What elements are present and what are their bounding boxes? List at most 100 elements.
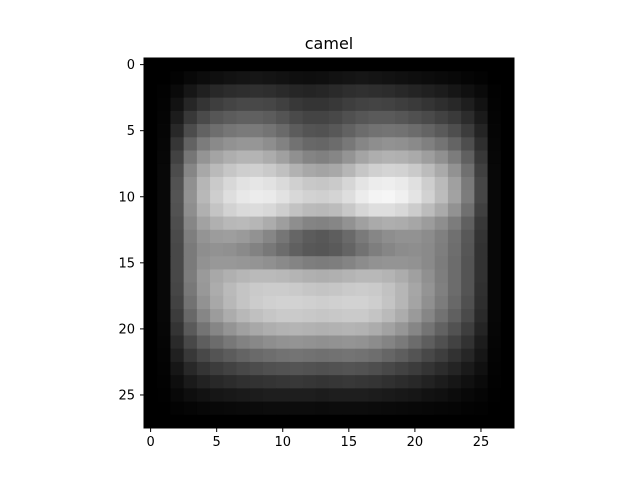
heatmap-cell: [368, 97, 383, 112]
heatmap-cell: [395, 282, 409, 297]
heatmap-cell: [474, 137, 488, 151]
heatmap-cell: [381, 84, 396, 99]
heatmap-cell: [395, 322, 409, 336]
heatmap-cell: [223, 361, 237, 376]
heatmap-cell: [249, 216, 264, 231]
heatmap-cell: [368, 229, 383, 244]
heatmap-cell: [342, 361, 356, 376]
heatmap-cell: [223, 243, 237, 257]
heatmap-cell: [329, 269, 343, 284]
heatmap-cell: [434, 97, 449, 112]
heatmap-cell: [474, 309, 488, 323]
heatmap-cell: [249, 256, 264, 270]
heatmap-cell: [395, 176, 409, 191]
heatmap-cell: [434, 401, 449, 416]
heatmap-cell: [395, 163, 409, 178]
heatmap-cell: [329, 243, 343, 257]
heatmap-cell: [223, 150, 237, 165]
heatmap-cell: [262, 388, 277, 402]
heatmap-cell: [236, 176, 251, 191]
heatmap-cell: [249, 190, 264, 204]
heatmap-cell: [302, 269, 317, 284]
heatmap-cell: [302, 414, 317, 429]
heatmap-cell: [276, 229, 290, 244]
heatmap-cell: [262, 58, 277, 72]
heatmap-cell: [289, 388, 303, 402]
heatmap-cell: [434, 335, 449, 350]
heatmap-cell: [223, 110, 237, 125]
heatmap-cell: [434, 163, 449, 178]
heatmap-cell: [315, 216, 330, 231]
heatmap-cell: [487, 71, 502, 85]
heatmap-cell: [183, 203, 198, 217]
heatmap-cell: [381, 97, 396, 112]
heatmap-cell: [262, 282, 277, 297]
heatmap-cell: [223, 348, 237, 363]
heatmap-cell: [315, 361, 330, 376]
heatmap-cell: [223, 176, 237, 191]
heatmap-image: [144, 58, 515, 429]
heatmap-cell: [461, 375, 475, 389]
heatmap-cell: [315, 309, 330, 323]
heatmap-cell: [474, 256, 488, 270]
heatmap-cell: [144, 282, 158, 297]
heatmap-cell: [461, 335, 475, 350]
heatmap-cell: [210, 110, 224, 125]
heatmap-cell: [144, 71, 158, 85]
heatmap-cell: [170, 401, 185, 416]
heatmap-cell: [381, 375, 396, 389]
heatmap-cell: [302, 150, 317, 165]
heatmap-cell: [144, 150, 158, 165]
heatmap-cell: [395, 203, 409, 217]
heatmap-cell: [170, 71, 185, 85]
heatmap-cell: [461, 256, 475, 270]
heatmap-cell: [355, 216, 370, 231]
heatmap-cell: [342, 190, 356, 204]
heatmap-cell: [223, 124, 237, 138]
heatmap-cell: [223, 256, 237, 270]
heatmap-cell: [236, 309, 251, 323]
heatmap-cell: [183, 229, 198, 244]
heatmap-cell: [355, 322, 370, 336]
heatmap-cell: [421, 361, 436, 376]
heatmap-cell: [461, 58, 475, 72]
heatmap-cell: [183, 388, 198, 402]
heatmap-cell: [210, 401, 224, 416]
heatmap-cell: [487, 375, 502, 389]
heatmap-cell: [276, 137, 290, 151]
heatmap-cell: [315, 282, 330, 297]
heatmap-cell: [500, 295, 515, 310]
x-tick-label: 0: [146, 435, 154, 450]
y-tick-label: 0: [127, 58, 135, 73]
heatmap-cell: [447, 163, 462, 178]
heatmap-cell: [355, 269, 370, 284]
heatmap-cell: [236, 229, 251, 244]
heatmap-cell: [289, 256, 303, 270]
heatmap-cell: [302, 176, 317, 191]
heatmap-cell: [223, 190, 237, 204]
heatmap-cell: [500, 269, 515, 284]
heatmap-cell: [408, 256, 422, 270]
heatmap-cell: [236, 295, 251, 310]
heatmap-cell: [210, 84, 224, 99]
heatmap-cell: [276, 243, 290, 257]
heatmap-cell: [170, 150, 185, 165]
heatmap-cell: [289, 348, 303, 363]
heatmap-cell: [447, 401, 462, 416]
heatmap-cell: [236, 150, 251, 165]
heatmap-cell: [329, 335, 343, 350]
heatmap-cell: [487, 348, 502, 363]
heatmap-cell: [461, 97, 475, 112]
heatmap-cell: [276, 388, 290, 402]
axes-frame: [143, 57, 515, 429]
heatmap-cell: [276, 348, 290, 363]
heatmap-cell: [461, 309, 475, 323]
heatmap-cell: [183, 256, 198, 270]
heatmap-cell: [381, 269, 396, 284]
heatmap-cell: [262, 256, 277, 270]
heatmap-cell: [236, 256, 251, 270]
heatmap-cell: [183, 190, 198, 204]
heatmap-cell: [487, 388, 502, 402]
heatmap-cell: [315, 71, 330, 85]
heatmap-cell: [461, 388, 475, 402]
